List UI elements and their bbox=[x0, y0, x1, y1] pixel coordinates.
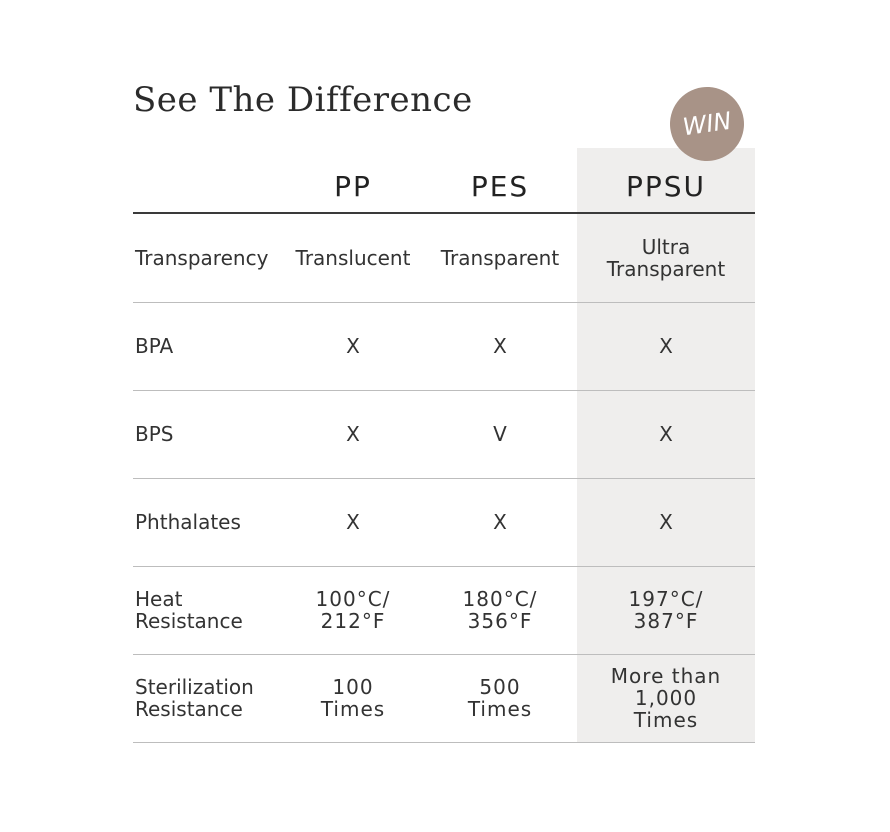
row-label: Heat Resistance bbox=[135, 566, 295, 654]
cell-ppsu: Ultra Transparent bbox=[577, 214, 755, 302]
cell-ppsu: X bbox=[577, 478, 755, 566]
row-label: Transparency bbox=[135, 214, 295, 302]
table-row: BPA X X X bbox=[133, 302, 755, 391]
row-label-text: Sterilization Resistance bbox=[135, 675, 254, 721]
row-label: BPS bbox=[135, 390, 295, 478]
row-label-text: BPS bbox=[135, 422, 174, 446]
row-label-text: BPA bbox=[135, 334, 174, 358]
page-title: See The Difference bbox=[133, 80, 473, 120]
row-label: Phthalates bbox=[135, 478, 295, 566]
cell-pp: Translucent bbox=[278, 214, 428, 302]
cell-pp: 100°C/ 212°F bbox=[278, 566, 428, 654]
table-row: Phthalates X X X bbox=[133, 478, 755, 567]
header-divider bbox=[133, 212, 755, 214]
cell-pp-text: 100°C/ 212°F bbox=[315, 587, 391, 633]
ppsu-highlight-column bbox=[577, 148, 755, 743]
cell-pp-text: X bbox=[346, 422, 360, 446]
cell-pes: V bbox=[425, 390, 575, 478]
cell-pes-text: 500 Times bbox=[467, 675, 533, 721]
cell-pes: X bbox=[425, 302, 575, 390]
cell-pes: 180°C/ 356°F bbox=[425, 566, 575, 654]
row-label-text: Heat Resistance bbox=[135, 587, 243, 633]
cell-pp: X bbox=[278, 302, 428, 390]
cell-pp-text: Translucent bbox=[295, 246, 411, 270]
row-label: BPA bbox=[135, 302, 295, 390]
table-row: Heat Resistance 100°C/ 212°F 180°C/ 356°F 1… bbox=[133, 566, 755, 655]
row-label-text: Transparency bbox=[135, 246, 269, 270]
column-header-pp: PP bbox=[334, 170, 372, 203]
cell-ppsu: More than 1,000 Times bbox=[577, 654, 755, 742]
cell-pes-text: X bbox=[493, 334, 507, 358]
cell-pes: X bbox=[425, 478, 575, 566]
cell-ppsu-text: 197°C/ 387°F bbox=[628, 587, 704, 633]
table-row: Transparency Translucent Transparent Ultra … bbox=[133, 214, 755, 303]
cell-pp-text: 100 Times bbox=[320, 675, 386, 721]
cell-pes: Transparent bbox=[425, 214, 575, 302]
cell-pp-text: X bbox=[346, 334, 360, 358]
cell-pes-text: Transparent bbox=[440, 246, 560, 270]
cell-ppsu-text: X bbox=[659, 510, 673, 534]
cell-ppsu-text: X bbox=[659, 334, 673, 358]
cell-ppsu: X bbox=[577, 390, 755, 478]
cell-pp-text: X bbox=[346, 510, 360, 534]
column-header-pes: PES bbox=[470, 170, 530, 203]
cell-ppsu: X bbox=[577, 302, 755, 390]
cell-pes: 500 Times bbox=[425, 654, 575, 742]
cell-pes-text: 180°C/ 356°F bbox=[462, 587, 538, 633]
row-label-text: Phthalates bbox=[135, 510, 241, 534]
table-row: Sterilization Resistance 100 Times 500 Tim… bbox=[133, 654, 755, 743]
cell-ppsu: 197°C/ 387°F bbox=[577, 566, 755, 654]
cell-pes-text: X bbox=[493, 510, 507, 534]
cell-pes-text: V bbox=[493, 422, 507, 446]
cell-ppsu-text: X bbox=[659, 422, 673, 446]
cell-ppsu-text: More than 1,000 Times bbox=[610, 664, 722, 732]
cell-pp: X bbox=[278, 478, 428, 566]
cell-pp: 100 Times bbox=[278, 654, 428, 742]
column-header-ppsu: PPSU bbox=[625, 170, 707, 203]
cell-ppsu-text: Ultra Transparent bbox=[606, 235, 726, 281]
row-label: Sterilization Resistance bbox=[135, 654, 295, 742]
table-row: BPS X V X bbox=[133, 390, 755, 479]
cell-pp: X bbox=[278, 390, 428, 478]
